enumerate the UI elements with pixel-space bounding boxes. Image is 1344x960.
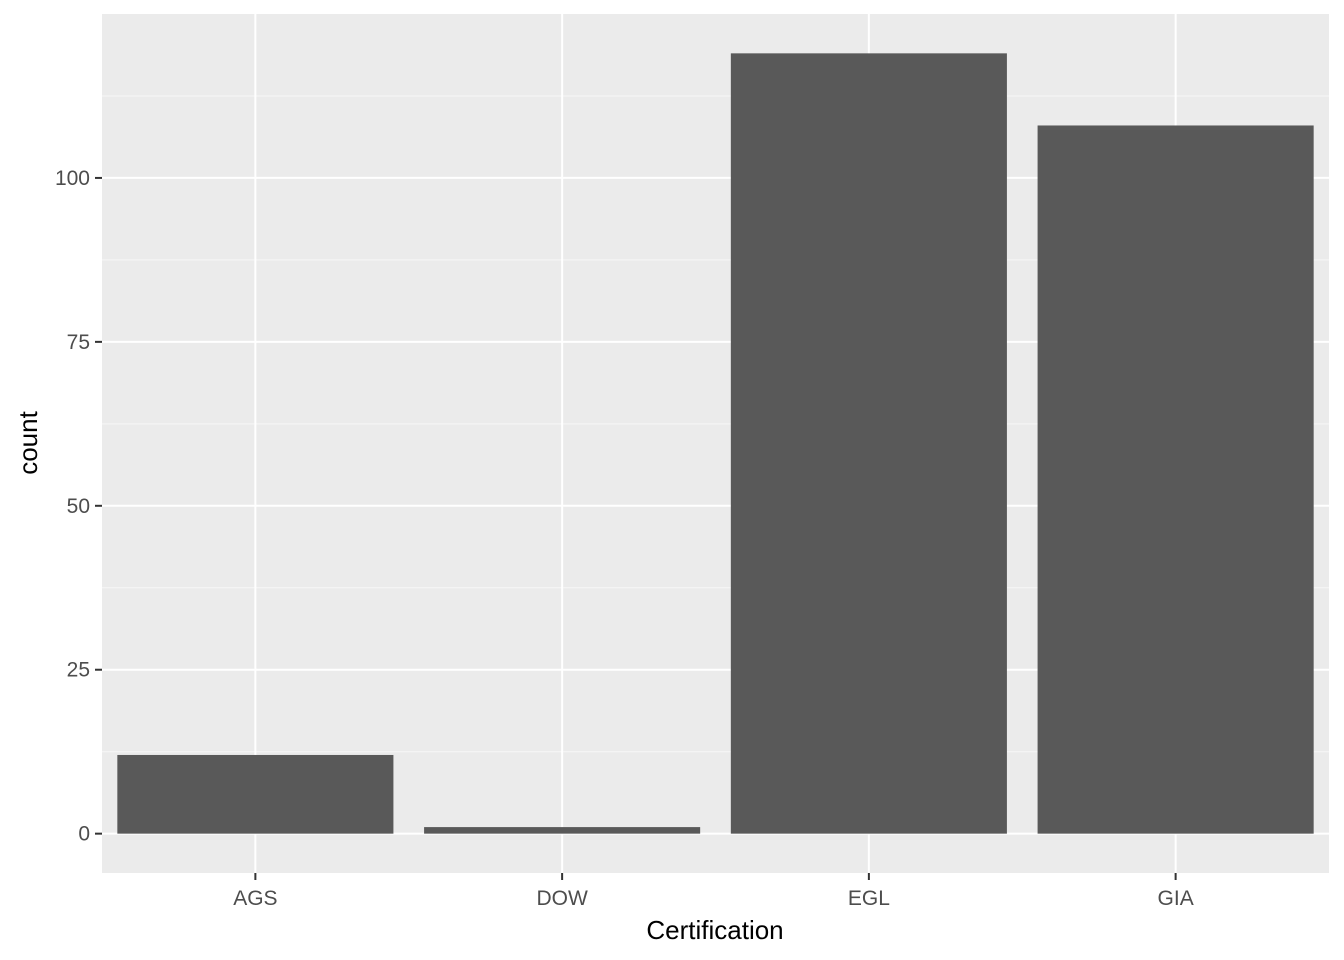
x-tick-label-dow: DOW: [536, 887, 588, 910]
bar-gia: [1037, 125, 1314, 834]
bar-dow: [424, 827, 701, 834]
x-axis-ticks: AGS DOW EGL GIA: [233, 873, 1194, 910]
bar-egl: [730, 53, 1007, 834]
y-tick-label: 50: [67, 495, 90, 518]
bars: [117, 53, 1314, 834]
y-tick-label: 25: [67, 659, 90, 682]
y-tick-label: 75: [67, 331, 90, 354]
y-tick-label: 100: [55, 167, 90, 190]
x-tick-label-egl: EGL: [848, 887, 890, 910]
x-tick-label-gia: GIA: [1158, 887, 1194, 910]
x-tick-label-ags: AGS: [233, 887, 277, 910]
y-tick-label: 0: [78, 823, 90, 846]
x-axis-title: Certification: [646, 915, 783, 945]
y-axis-ticks: 0 25 50 75 100: [55, 167, 102, 846]
bar-ags: [117, 754, 394, 834]
y-axis-title: count: [13, 410, 43, 474]
